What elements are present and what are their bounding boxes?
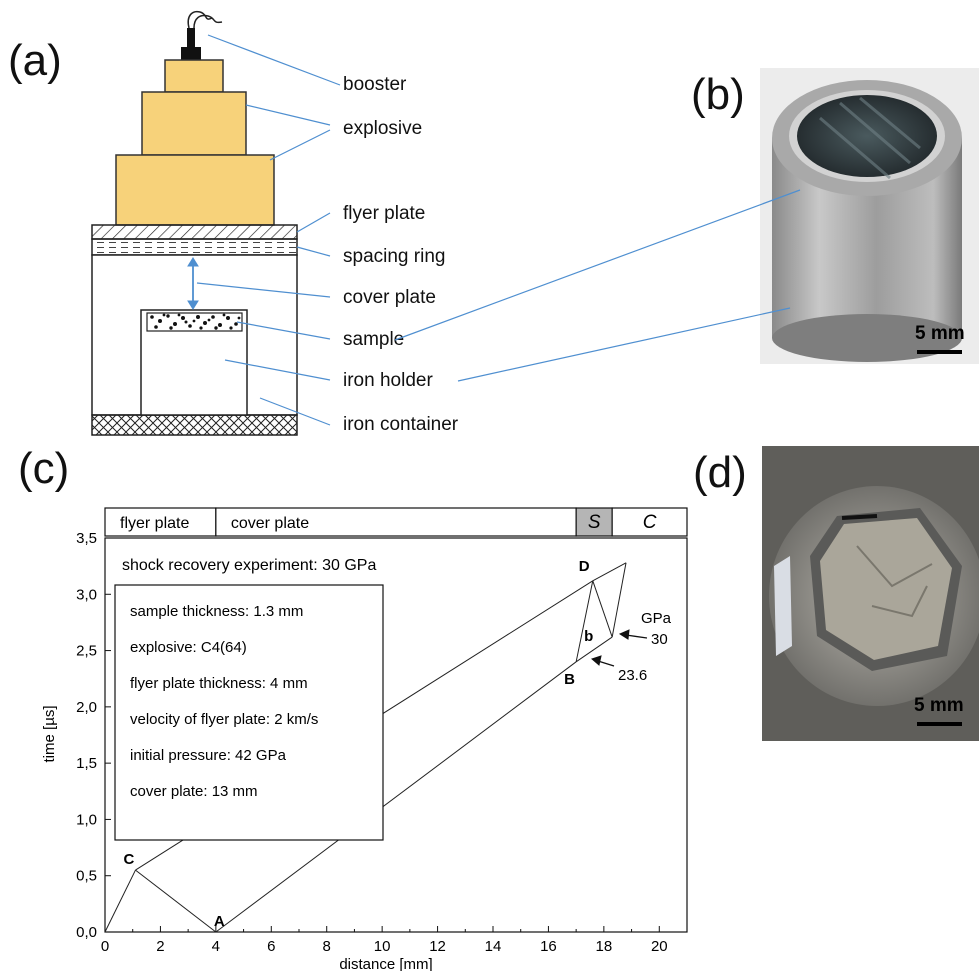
layer-label-0: flyer plate xyxy=(120,515,189,532)
x-tick-label: 0 xyxy=(101,938,109,955)
label-booster: booster xyxy=(343,74,407,95)
layer-1 xyxy=(215,507,577,537)
y-tick-label: 0,5 xyxy=(76,868,97,885)
point-label-C: C xyxy=(123,851,134,868)
label-explosive: explosive xyxy=(343,118,423,139)
layer-3 xyxy=(611,507,688,537)
label-spacing-ring: spacing ring xyxy=(343,246,446,267)
wave-line xyxy=(592,562,627,582)
x-tick-label: 14 xyxy=(485,938,502,955)
plot-frame xyxy=(104,537,688,933)
label-iron-container: iron container xyxy=(343,414,459,435)
layer-label-3: C xyxy=(643,512,657,533)
point-label-b: b xyxy=(584,628,593,645)
gap-arrow xyxy=(187,257,199,310)
y-tick-label: 3,0 xyxy=(76,586,97,603)
x-tick-label: 6 xyxy=(267,938,275,955)
panel-label-b: (b) xyxy=(691,70,745,119)
y-axis-ticks: 0,0 0,5 1,0 1,5 2,0 2,5 3,0 3,5 xyxy=(76,530,111,941)
x-tick-label: 16 xyxy=(540,938,557,955)
point-labels: A C B Db xyxy=(123,558,593,930)
booster-wire xyxy=(193,14,223,29)
x-tick-label: 20 xyxy=(651,938,668,955)
info-flyer-thickness: flyer plate thickness: 4 mm xyxy=(130,675,308,692)
pressure-23-6: 23.6 xyxy=(618,667,647,684)
pressure-unit: GPa xyxy=(641,610,672,627)
info-initial-pressure: initial pressure: 42 GPa xyxy=(130,747,287,764)
photo-opened-capsule xyxy=(762,446,979,741)
point-label-A: A xyxy=(214,913,225,930)
y-axis-title: time [µs] xyxy=(41,706,58,763)
info-box xyxy=(114,584,384,841)
wave-line xyxy=(611,562,627,638)
wave-line xyxy=(575,580,594,662)
setup-diagram xyxy=(91,10,341,436)
photo-b-leaders xyxy=(394,189,801,382)
wave-line xyxy=(575,636,613,663)
label-cover-plate: cover plate xyxy=(343,287,436,308)
x-tick-label: 2 xyxy=(156,938,164,955)
y-tick-label: 3,5 xyxy=(76,530,97,547)
info-flyer-velocity: velocity of flyer plate: 2 km/s xyxy=(130,711,318,728)
x-tick-label: 10 xyxy=(374,938,391,955)
x-tick-label: 4 xyxy=(212,938,220,955)
panel-label-c: (c) xyxy=(18,444,70,493)
wave-line xyxy=(215,661,577,933)
y-tick-label: 2,0 xyxy=(76,699,97,716)
layer-label-2: S xyxy=(588,512,601,533)
chart-title: shock recovery experiment: 30 GPa xyxy=(122,557,376,574)
x-tick-label: 8 xyxy=(323,938,331,955)
layer-label-1: cover plate xyxy=(231,515,309,532)
info-cover-plate: cover plate: 13 mm xyxy=(130,783,258,800)
scale-bar-b xyxy=(917,350,962,354)
explosive-middle xyxy=(141,91,247,156)
panel-label-d: (d) xyxy=(693,448,747,497)
point-label-B: B xyxy=(564,671,575,688)
info-sample-thickness: sample thickness: 1.3 mm xyxy=(130,603,303,620)
booster-plug xyxy=(181,47,201,60)
x-axis-title: distance [mm] xyxy=(339,956,432,971)
label-iron-holder: iron holder xyxy=(343,370,433,391)
label-sample: sample xyxy=(343,329,405,350)
panel-label-a: (a) xyxy=(8,36,62,85)
photo-capsule xyxy=(760,68,979,364)
wave-line xyxy=(135,869,217,933)
wave-line xyxy=(104,869,136,933)
label-flyer-plate: flyer plate xyxy=(343,203,426,224)
x-tick-label: 18 xyxy=(596,938,613,955)
booster-cap xyxy=(187,28,195,48)
booster-wire xyxy=(187,10,213,29)
layer-band: flyer plate cover plate S C xyxy=(104,507,688,537)
scale-label-b: 5 mm xyxy=(915,323,965,344)
info-explosive: explosive: C4(64) xyxy=(130,639,247,656)
pressure-arrows xyxy=(591,629,648,667)
y-tick-label: 1,0 xyxy=(76,811,97,828)
xt-diagram-chart: flyer plate cover plate S C 0 2 4 6 8 10 12 14 16 18… xyxy=(41,507,688,971)
x-tick-label: 12 xyxy=(429,938,446,955)
pressure-30: 30 xyxy=(651,631,668,648)
scale-bar-d xyxy=(917,722,962,726)
explosive-top xyxy=(164,59,224,93)
scale-label-d: 5 mm xyxy=(914,695,964,716)
y-tick-label: 2,5 xyxy=(76,643,97,660)
y-tick-label: 0,0 xyxy=(76,924,97,941)
sample-grains xyxy=(150,313,241,330)
wave-line xyxy=(592,580,613,638)
layer-2 xyxy=(575,507,613,537)
leader-lines xyxy=(196,34,341,426)
point-label-D: D xyxy=(579,558,590,575)
x-axis-ticks: 0 2 4 6 8 10 12 14 16 18 20 xyxy=(101,926,668,955)
y-tick-label: 1,5 xyxy=(76,755,97,772)
